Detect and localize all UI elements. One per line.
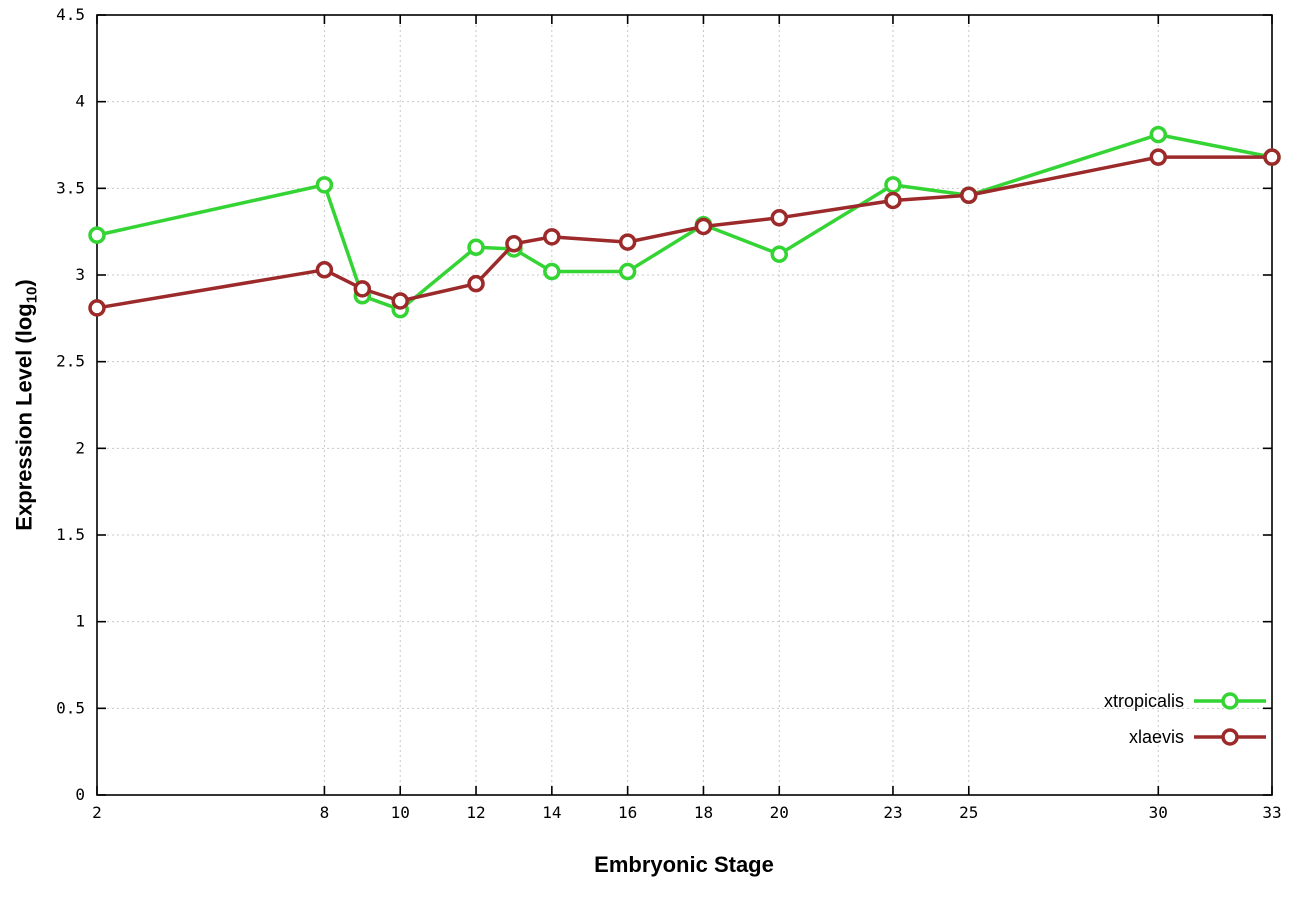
x-tick-label: 30 bbox=[1149, 803, 1168, 822]
data-point-xtropicalis bbox=[543, 262, 561, 281]
legend-entry-xlaevis: xlaevis bbox=[1129, 727, 1266, 747]
data-point-xtropicalis bbox=[770, 245, 789, 263]
y-axis-label-subscript: 10 bbox=[23, 286, 41, 304]
x-tick-label: 33 bbox=[1262, 803, 1281, 822]
legend-marker-xtropicalis bbox=[1221, 692, 1239, 710]
data-point-xlaevis bbox=[391, 292, 409, 310]
data-point-xtropicalis bbox=[1149, 125, 1168, 144]
tick-labels: 2 8 10 12 14 16 18 20 23 25 30 33 0 0.5 1 1.5 2 2.5 3 3.5 4 4… bbox=[56, 5, 1282, 822]
data-point-xlaevis bbox=[467, 274, 485, 293]
tick-marks bbox=[96, 14, 1273, 796]
legend-label-xlaevis: xlaevis bbox=[1129, 727, 1184, 747]
data-point-xlaevis bbox=[1149, 148, 1168, 166]
y-axis-label-main: Expression Level (log bbox=[11, 303, 37, 531]
series-xtropicalis bbox=[88, 125, 1281, 319]
y-tick-label: 2 bbox=[75, 438, 85, 457]
legend-label-xtropicalis: xtropicalis bbox=[1104, 691, 1184, 711]
x-tick-label: 23 bbox=[883, 803, 902, 822]
y-tick-label: 3 bbox=[75, 265, 85, 284]
grid-lines bbox=[96, 14, 1273, 796]
data-point-xlaevis bbox=[353, 280, 372, 298]
data-point-xlaevis bbox=[505, 235, 523, 253]
data-point-xlaevis bbox=[884, 191, 902, 210]
x-tick-label: 10 bbox=[391, 803, 410, 822]
plot-border bbox=[96, 14, 1273, 796]
x-tick-label: 25 bbox=[959, 803, 978, 822]
data-point-xtropicalis bbox=[315, 176, 334, 194]
legend: xtropicalis xlaevis bbox=[1104, 691, 1266, 747]
y-axis-label: Expression Level (log10) bbox=[12, 279, 41, 530]
y-tick-label: 2.5 bbox=[56, 352, 85, 371]
x-tick-label: 18 bbox=[694, 803, 713, 822]
series-line-xlaevis bbox=[96, 155, 1272, 310]
x-axis-label: Embryonic Stage bbox=[594, 852, 774, 877]
data-point-xtropicalis bbox=[88, 226, 106, 244]
y-tick-label: 4.5 bbox=[56, 5, 85, 24]
x-tick-label: 16 bbox=[618, 803, 637, 822]
legend-marker-xlaevis bbox=[1221, 728, 1239, 746]
x-tick-label: 20 bbox=[770, 803, 789, 822]
data-point-xlaevis bbox=[1263, 148, 1281, 166]
legend-entry-xtropicalis: xtropicalis bbox=[1104, 691, 1266, 711]
y-tick-label: 0 bbox=[75, 785, 85, 804]
y-tick-label: 4 bbox=[75, 92, 85, 111]
data-point-xlaevis bbox=[315, 261, 334, 279]
data-point-xlaevis bbox=[543, 228, 561, 246]
y-tick-label: 3.5 bbox=[56, 178, 85, 197]
series-line-xtropicalis bbox=[96, 132, 1273, 312]
y-tick-label: 1 bbox=[75, 612, 85, 631]
data-point-xlaevis bbox=[88, 299, 106, 317]
y-tick-label: 0.5 bbox=[56, 698, 85, 717]
data-point-xlaevis bbox=[960, 186, 978, 205]
data-point-xtropicalis bbox=[884, 176, 902, 194]
data-point-xlaevis bbox=[770, 209, 789, 227]
x-tick-label: 12 bbox=[466, 803, 485, 822]
data-point-xtropicalis bbox=[618, 262, 637, 281]
x-tick-label: 14 bbox=[542, 803, 561, 822]
y-axis-label-close: ) bbox=[11, 279, 37, 287]
x-tick-label: 8 bbox=[320, 803, 330, 822]
y-tick-label: 1.5 bbox=[56, 525, 85, 544]
data-point-xlaevis bbox=[618, 233, 637, 251]
series-xlaevis bbox=[88, 148, 1281, 317]
data-point-xtropicalis bbox=[467, 238, 485, 257]
x-tick-label: 2 bbox=[92, 803, 102, 822]
data-point-xlaevis bbox=[694, 217, 713, 236]
